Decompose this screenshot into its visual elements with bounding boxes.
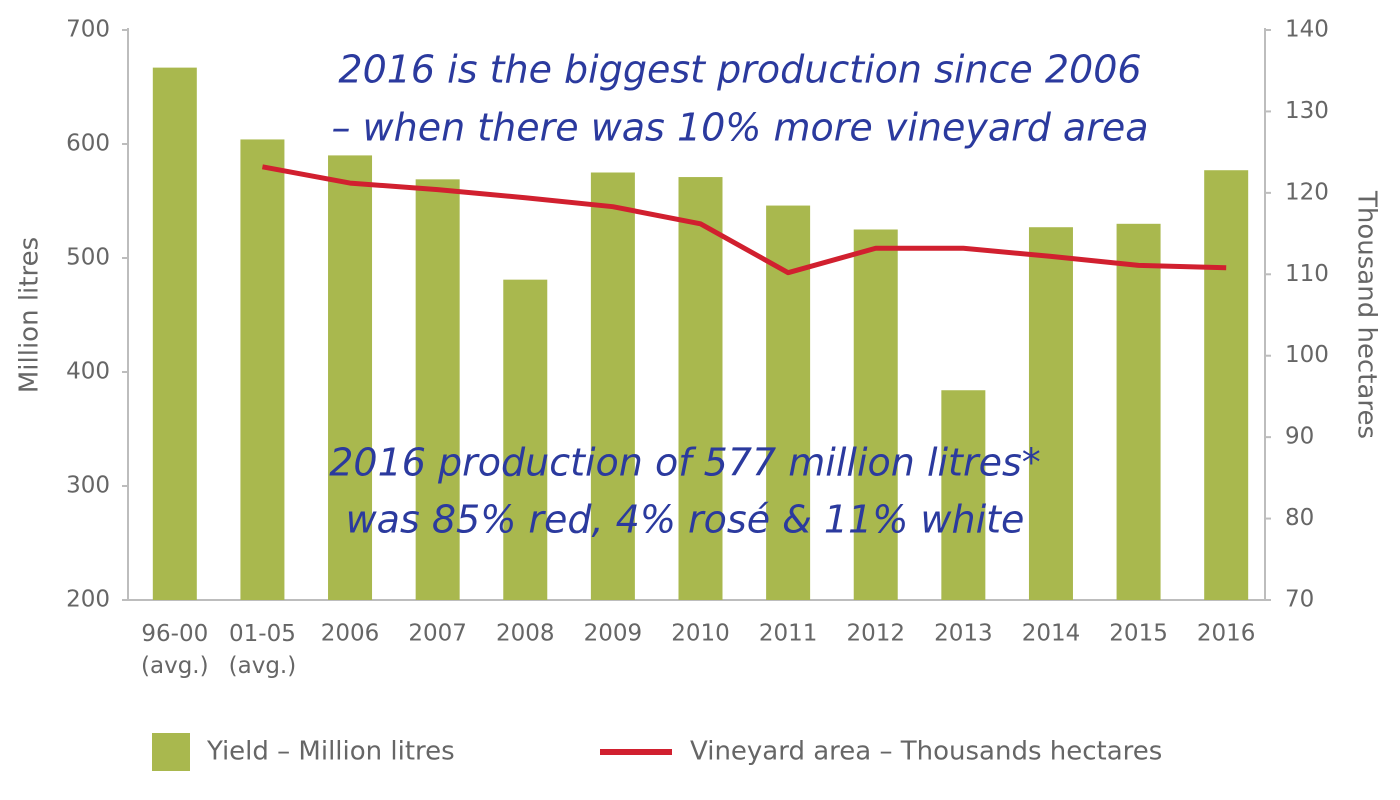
line <box>261 164 1227 276</box>
bar <box>678 177 723 600</box>
y-tick-label: 200 <box>66 587 110 613</box>
bar <box>1028 227 1073 600</box>
y-tick-label: 300 <box>66 473 110 499</box>
y2-axis-label: Thousand hectares <box>1352 190 1382 439</box>
annotation: 2016 is the biggest production since 200… <box>338 48 1141 92</box>
bar <box>1116 223 1161 601</box>
x-tick-label: 2014 <box>1022 621 1081 647</box>
x-tick-label: 2009 <box>584 621 643 647</box>
x-tick-label: 2015 <box>1109 621 1168 647</box>
y2-tick-label: 70 <box>1285 587 1314 613</box>
y-tick-label: 400 <box>66 359 110 385</box>
y2-tick-label: 130 <box>1285 98 1329 124</box>
x-tick-label: 2010 <box>671 621 730 647</box>
bar <box>328 155 373 600</box>
x-tick-label: 2011 <box>759 621 818 647</box>
bar <box>853 229 898 600</box>
bar <box>503 279 548 600</box>
y2-tick-label: 140 <box>1285 17 1329 43</box>
y-axis-label: Million litres <box>15 237 45 393</box>
legend-label: Vineyard area – Thousands hectares <box>690 737 1162 767</box>
bar <box>1204 170 1249 600</box>
x-tick-label: 2007 <box>408 621 467 647</box>
annotation: was 85% red, 4% rosé & 11% white <box>346 498 1025 542</box>
y2-tick-label: 80 <box>1285 505 1314 531</box>
annotation: – when there was 10% more vineyard area <box>331 106 1148 150</box>
bar <box>590 172 635 600</box>
bar <box>240 139 285 600</box>
y2-tick-label: 100 <box>1285 342 1329 368</box>
legend-label: Yield – Million litres <box>206 737 455 767</box>
y-tick-label: 700 <box>66 17 110 43</box>
bar <box>152 67 197 601</box>
annotation: 2016 production of 577 million litres* <box>329 441 1041 485</box>
y2-tick-label: 110 <box>1285 261 1329 287</box>
x-tick-label: 2006 <box>321 621 380 647</box>
x-tick-label: 01-05 (avg.) <box>229 621 297 679</box>
y2-tick-label: 120 <box>1285 179 1329 205</box>
legend-swatch <box>152 733 190 771</box>
x-tick-label: 2008 <box>496 621 555 647</box>
bar <box>941 390 986 600</box>
x-tick-label: 96-00 (avg.) <box>141 621 209 679</box>
y-tick-label: 600 <box>66 131 110 157</box>
x-tick-label: 2013 <box>934 621 993 647</box>
x-tick-label: 2012 <box>846 621 905 647</box>
y2-tick-label: 90 <box>1285 424 1314 450</box>
bar <box>415 179 460 600</box>
x-tick-label: 2016 <box>1197 621 1256 647</box>
y-tick-label: 500 <box>66 245 110 271</box>
